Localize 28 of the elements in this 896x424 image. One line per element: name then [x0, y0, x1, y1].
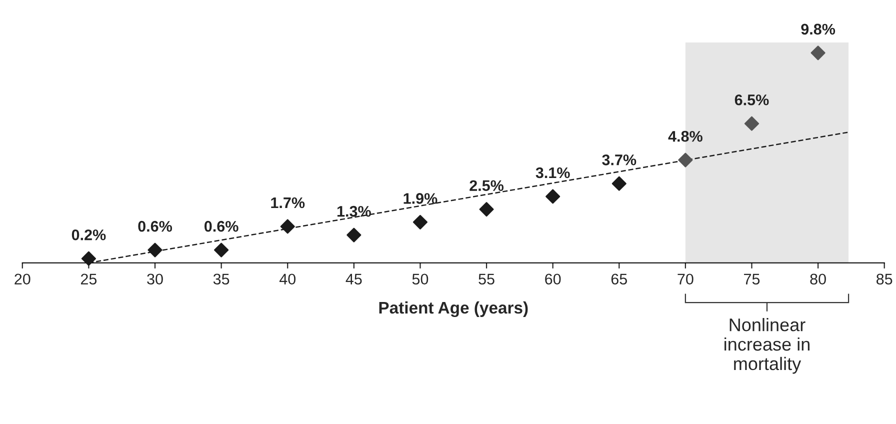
data-label: 2.5% [470, 180, 504, 192]
x-tick-label: 45 [346, 274, 362, 285]
data-label: 1.3% [337, 206, 371, 217]
x-tick-label: 70 [678, 274, 694, 285]
data-label: 3.7% [602, 154, 636, 166]
data-label: 0.6% [204, 220, 238, 232]
text: Nonlinear increase in mortality [724, 318, 810, 374]
data-label: 3.1% [536, 167, 570, 178]
data-label: 1.7% [271, 197, 305, 208]
x-tick-label: 85 [876, 274, 892, 285]
data-label: 0.2% [72, 229, 106, 240]
x-tick-label: 65 [611, 274, 627, 285]
x-tick-label: 60 [545, 274, 561, 285]
x-tick-label: 20 [14, 274, 30, 285]
x-tick-label: 55 [478, 274, 494, 285]
x-tick-label: 75 [744, 274, 760, 285]
x-axis-title: Patient Age (years) [379, 301, 528, 318]
data-label: 1.9% [404, 193, 438, 204]
data-label: 6.5% [734, 94, 769, 106]
x-tick-label: 80 [810, 274, 826, 285]
x-tick-label: 25 [80, 274, 97, 285]
x-tick-label: 50 [412, 274, 428, 285]
data-label: 0.6% [138, 220, 172, 232]
data-label: 9.8% [801, 24, 836, 35]
x-tick-label: 35 [213, 274, 230, 285]
x-tick-label: 40 [279, 274, 296, 285]
x-tick-label: 30 [147, 274, 163, 285]
data-label: 4.8% [668, 130, 702, 142]
